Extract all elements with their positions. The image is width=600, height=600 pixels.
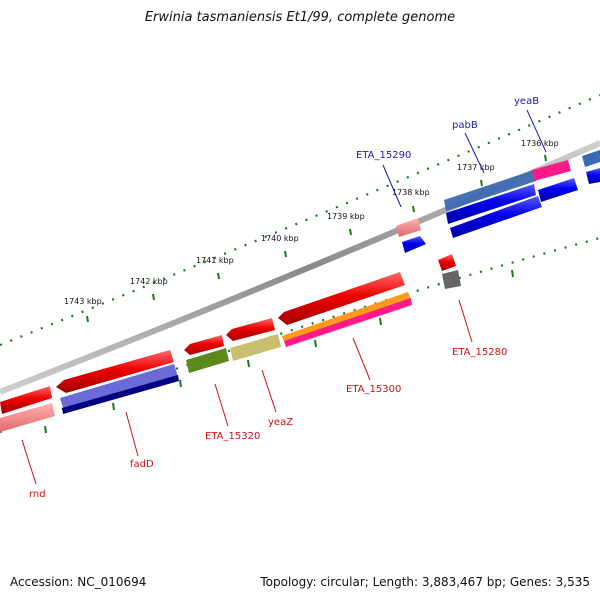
gene-grey-lower[interactable] bbox=[442, 270, 461, 289]
scale-label-1742: 1742 kbp bbox=[130, 277, 168, 286]
gene-label-eta15300: ETA_15300 bbox=[346, 384, 401, 395]
scale-label-1739: 1739 kbp bbox=[327, 212, 365, 221]
gene-pabB-lower[interactable] bbox=[446, 184, 536, 224]
major-ticks bbox=[44, 154, 547, 434]
gene-label-eta15320: ETA_15320 bbox=[205, 431, 260, 442]
gene-yeaB-lower[interactable] bbox=[538, 178, 578, 202]
label-leaders bbox=[21, 109, 547, 485]
gene-label-fadD: fadD bbox=[130, 459, 154, 470]
gene-rnd-lower[interactable] bbox=[0, 403, 55, 432]
gene-eta15320-lower[interactable] bbox=[186, 348, 229, 373]
scale-label-1736: 1736 kbp bbox=[521, 139, 559, 148]
scale-label-1741: 1741 kbp bbox=[196, 256, 234, 265]
gene-label-pabB: pabB bbox=[452, 120, 478, 131]
gene-pabB-lower-2[interactable] bbox=[450, 196, 542, 238]
genome-summary: Topology: circular; Length: 3,883,467 bp… bbox=[260, 575, 590, 589]
gene-label-eta15280: ETA_15280 bbox=[452, 347, 507, 358]
gene-label-eta15290: ETA_15290 bbox=[356, 150, 411, 161]
gene-right-upper[interactable] bbox=[582, 150, 600, 167]
scale-label-1738: 1738 kbp bbox=[392, 188, 430, 197]
gene-eta15300[interactable] bbox=[278, 272, 405, 325]
accession-label: Accession: NC_010694 bbox=[10, 575, 147, 589]
gene-right-lower[interactable] bbox=[586, 168, 600, 184]
gene-fadD[interactable] bbox=[56, 350, 174, 393]
gene-eta15300-lower[interactable] bbox=[282, 292, 412, 347]
gene-eta15320[interactable] bbox=[184, 335, 224, 355]
gene-yeaZ-lower[interactable] bbox=[230, 334, 281, 361]
gene-label-rnd: rnd bbox=[29, 489, 46, 500]
gene-eta15290-lower[interactable] bbox=[402, 236, 426, 253]
gene-yeaZ-upper[interactable] bbox=[226, 318, 275, 341]
map-title: Erwinia tasmaniensis Et1/99, complete ge… bbox=[144, 10, 456, 25]
scale-label-1743: 1743 kbp bbox=[64, 297, 102, 306]
gene-pabB[interactable] bbox=[444, 170, 536, 211]
gene-eta15280[interactable] bbox=[438, 254, 456, 271]
gene-yeaB[interactable] bbox=[532, 160, 571, 181]
scale-label-1737: 1737 kbp bbox=[457, 163, 495, 172]
scale-label-1740: 1740 kbp bbox=[261, 234, 299, 243]
gene-label-yeaZ: yeaZ bbox=[268, 417, 293, 428]
gene-fadD-lower[interactable] bbox=[60, 364, 179, 414]
gene-rnd-upper[interactable] bbox=[0, 386, 52, 414]
gene-label-yeaB: yeaB bbox=[514, 96, 539, 107]
gene-eta15290-upper[interactable] bbox=[396, 218, 421, 237]
